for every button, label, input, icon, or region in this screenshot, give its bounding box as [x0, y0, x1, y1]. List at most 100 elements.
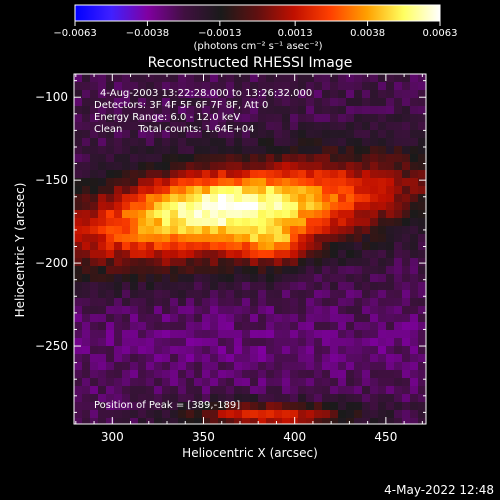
heatmap-cell [138, 90, 147, 99]
heatmap-cell [370, 146, 379, 155]
heatmap-cell [338, 218, 347, 227]
heatmap-cell [386, 194, 395, 203]
heatmap-cell [170, 338, 179, 347]
heatmap-cell [210, 210, 219, 219]
heatmap-cell [378, 298, 387, 307]
heatmap-cell [282, 370, 291, 379]
heatmap-cell [306, 210, 315, 219]
heatmap-cell [314, 162, 323, 171]
heatmap-cell [346, 194, 355, 203]
heatmap-cell [258, 330, 267, 339]
heatmap-cell [362, 122, 371, 131]
heatmap-cell [194, 322, 203, 331]
heatmap-cell [234, 90, 243, 99]
heatmap-cell [370, 250, 379, 259]
heatmap-cell [314, 74, 323, 83]
heatmap-cell [394, 378, 403, 387]
heatmap-cell [122, 290, 131, 299]
heatmap-cell [130, 234, 139, 243]
heatmap-cell [154, 394, 163, 403]
heatmap-cell [290, 226, 299, 235]
heatmap-cell [210, 146, 219, 155]
heatmap-cell [138, 402, 147, 411]
heatmap-cell [194, 242, 203, 251]
heatmap-cell [290, 90, 299, 99]
heatmap-cell [402, 138, 411, 147]
heatmap-cell [130, 250, 139, 259]
heatmap-cell [82, 178, 91, 187]
heatmap-cell [418, 122, 426, 131]
heatmap-cell [122, 82, 131, 91]
heatmap-cell [274, 74, 283, 83]
heatmap-cell [114, 354, 123, 363]
heatmap-cell [346, 394, 355, 403]
heatmap-cell [114, 178, 123, 187]
heatmap-cell [322, 266, 331, 275]
heatmap-cell [290, 386, 299, 395]
heatmap-cell [114, 290, 123, 299]
heatmap-cell [386, 154, 395, 163]
heatmap-cell [98, 258, 107, 267]
heatmap-cell [186, 162, 195, 171]
heatmap-cell [98, 314, 107, 323]
heatmap-cell [258, 322, 267, 331]
heatmap-cell [362, 130, 371, 139]
heatmap-cell [314, 418, 323, 424]
heatmap-cell [122, 242, 131, 251]
heatmap-cell [98, 98, 107, 107]
heatmap-cell [154, 410, 163, 419]
heatmap-cell [186, 138, 195, 147]
heatmap-cell [234, 210, 243, 219]
heatmap-cell [298, 290, 307, 299]
heatmap-cell [170, 410, 179, 419]
heatmap-cell [138, 274, 147, 283]
heatmap-cell [226, 386, 235, 395]
heatmap-cell [378, 282, 387, 291]
heatmap-cell [266, 274, 275, 283]
heatmap-cell [186, 146, 195, 155]
heatmap-cell [194, 330, 203, 339]
heatmap-cell [306, 394, 315, 403]
heatmap-cell [82, 162, 91, 171]
x-axis-label: Heliocentric X (arcsec) [182, 446, 318, 460]
heatmap-cell [162, 122, 171, 131]
heatmap-cell [354, 322, 363, 331]
heatmap-cell [354, 90, 363, 99]
heatmap-cell [250, 226, 259, 235]
heatmap-cell [362, 234, 371, 243]
heatmap-cell [314, 258, 323, 267]
heatmap-cell [82, 242, 91, 251]
heatmap-cell [346, 418, 355, 424]
heatmap-cell [234, 298, 243, 307]
heatmap-cell [402, 106, 411, 115]
heatmap-cell [306, 418, 315, 424]
heatmap-cell [210, 282, 219, 291]
heatmap-cell [98, 418, 107, 424]
heatmap-cell [146, 338, 155, 347]
heatmap-cell [178, 186, 187, 195]
heatmap-cell [170, 242, 179, 251]
heatmap-cell [290, 82, 299, 91]
heatmap-cell [98, 202, 107, 211]
heatmap-cell [314, 298, 323, 307]
heatmap-cell [122, 274, 131, 283]
heatmap-cell [386, 186, 395, 195]
heatmap-cell [82, 298, 91, 307]
heatmap-cell [186, 266, 195, 275]
heatmap-cell [354, 314, 363, 323]
heatmap-cell [418, 178, 426, 187]
heatmap-cell [290, 354, 299, 363]
heatmap-cell [306, 322, 315, 331]
heatmap-cell [330, 386, 339, 395]
heatmap-cell [362, 306, 371, 315]
heatmap-cell [354, 370, 363, 379]
heatmap-cell [234, 354, 243, 363]
heatmap-cell [218, 290, 227, 299]
heatmap-cell [418, 362, 426, 371]
heatmap-cell [138, 122, 147, 131]
heatmap-cell [338, 74, 347, 83]
heatmap-cell [370, 106, 379, 115]
heatmap-cell [410, 330, 419, 339]
heatmap-cell [354, 354, 363, 363]
heatmap-cell [250, 362, 259, 371]
